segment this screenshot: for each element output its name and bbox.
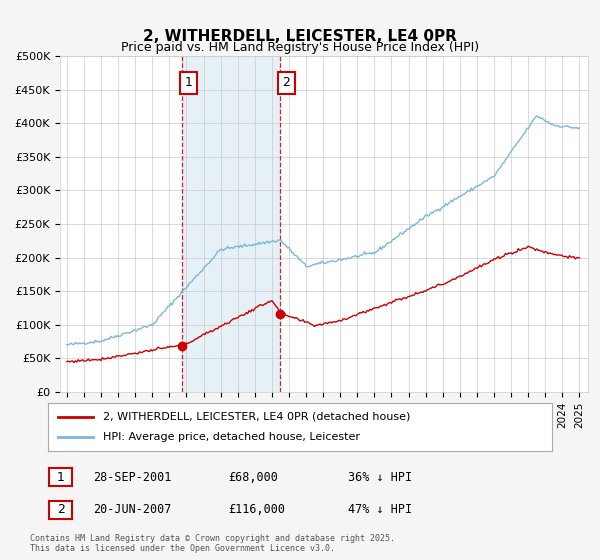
Text: Contains HM Land Registry data © Crown copyright and database right 2025.
This d: Contains HM Land Registry data © Crown c… xyxy=(30,534,395,553)
Text: Price paid vs. HM Land Registry's House Price Index (HPI): Price paid vs. HM Land Registry's House … xyxy=(121,41,479,54)
Text: 2, WITHERDELL, LEICESTER, LE4 0PR (detached house): 2, WITHERDELL, LEICESTER, LE4 0PR (detac… xyxy=(103,412,411,422)
Text: 1: 1 xyxy=(56,470,65,484)
Text: 2, WITHERDELL, LEICESTER, LE4 0PR: 2, WITHERDELL, LEICESTER, LE4 0PR xyxy=(143,29,457,44)
Text: 47% ↓ HPI: 47% ↓ HPI xyxy=(348,503,412,516)
Text: 36% ↓ HPI: 36% ↓ HPI xyxy=(348,470,412,484)
Text: 2: 2 xyxy=(283,76,290,90)
Bar xyxy=(182,56,280,392)
Text: 20-JUN-2007: 20-JUN-2007 xyxy=(93,503,172,516)
Text: 1: 1 xyxy=(185,76,193,90)
Text: HPI: Average price, detached house, Leicester: HPI: Average price, detached house, Leic… xyxy=(103,432,361,442)
Text: £68,000: £68,000 xyxy=(228,470,278,484)
Text: 28-SEP-2001: 28-SEP-2001 xyxy=(93,470,172,484)
Text: £116,000: £116,000 xyxy=(228,503,285,516)
Text: 2: 2 xyxy=(56,503,65,516)
